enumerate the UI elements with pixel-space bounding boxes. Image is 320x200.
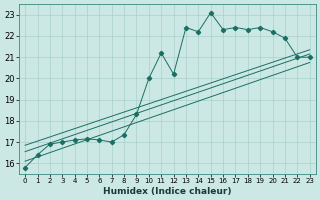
X-axis label: Humidex (Indice chaleur): Humidex (Indice chaleur) [103, 187, 232, 196]
